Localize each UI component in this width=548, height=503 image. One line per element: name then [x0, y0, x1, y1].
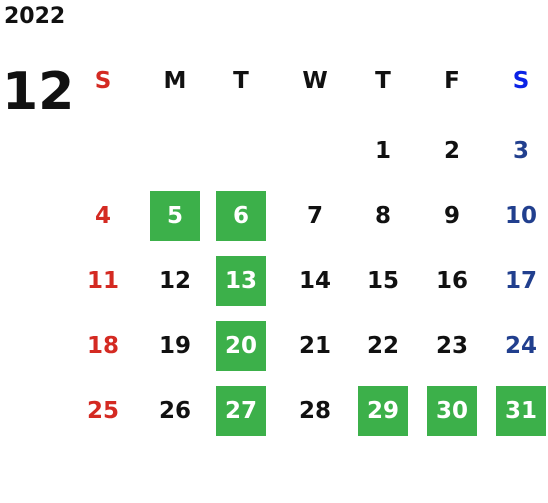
highlighted-day: 27 — [216, 386, 266, 436]
day: 14 — [298, 268, 331, 294]
day: 12 — [158, 268, 191, 294]
day: 1 — [374, 138, 391, 164]
day: 10 — [504, 203, 537, 229]
highlighted-day: 6 — [216, 191, 266, 241]
day: 21 — [298, 333, 331, 359]
day: 11 — [86, 268, 119, 294]
day: 26 — [158, 398, 191, 424]
weekday-label: T — [375, 68, 391, 94]
day: 17 — [504, 268, 537, 294]
day: 24 — [504, 333, 537, 359]
day: 4 — [94, 203, 111, 229]
day: 19 — [158, 333, 191, 359]
day: 3 — [512, 138, 529, 164]
highlighted-day: 30 — [427, 386, 477, 436]
weekday-label: W — [302, 68, 328, 94]
day: 8 — [374, 203, 391, 229]
highlighted-day: 20 — [216, 321, 266, 371]
weekday-label: S — [94, 68, 112, 94]
weekday-label: T — [233, 68, 249, 94]
day: 23 — [435, 333, 468, 359]
day: 18 — [86, 333, 119, 359]
weekday-label: F — [444, 68, 460, 94]
highlighted-day: 31 — [496, 386, 546, 436]
highlighted-day: 29 — [358, 386, 408, 436]
day: 7 — [306, 203, 323, 229]
day: 22 — [366, 333, 399, 359]
day: 2 — [443, 138, 460, 164]
highlighted-day: 5 — [150, 191, 200, 241]
weekday-label: M — [163, 68, 187, 94]
day: 15 — [366, 268, 399, 294]
highlighted-day: 13 — [216, 256, 266, 306]
day: 16 — [435, 268, 468, 294]
day: 28 — [298, 398, 331, 424]
year: 2022 — [4, 4, 66, 29]
weekday-label: S — [512, 68, 530, 94]
day: 9 — [443, 203, 460, 229]
month: 12 — [2, 62, 75, 122]
day: 25 — [86, 398, 119, 424]
